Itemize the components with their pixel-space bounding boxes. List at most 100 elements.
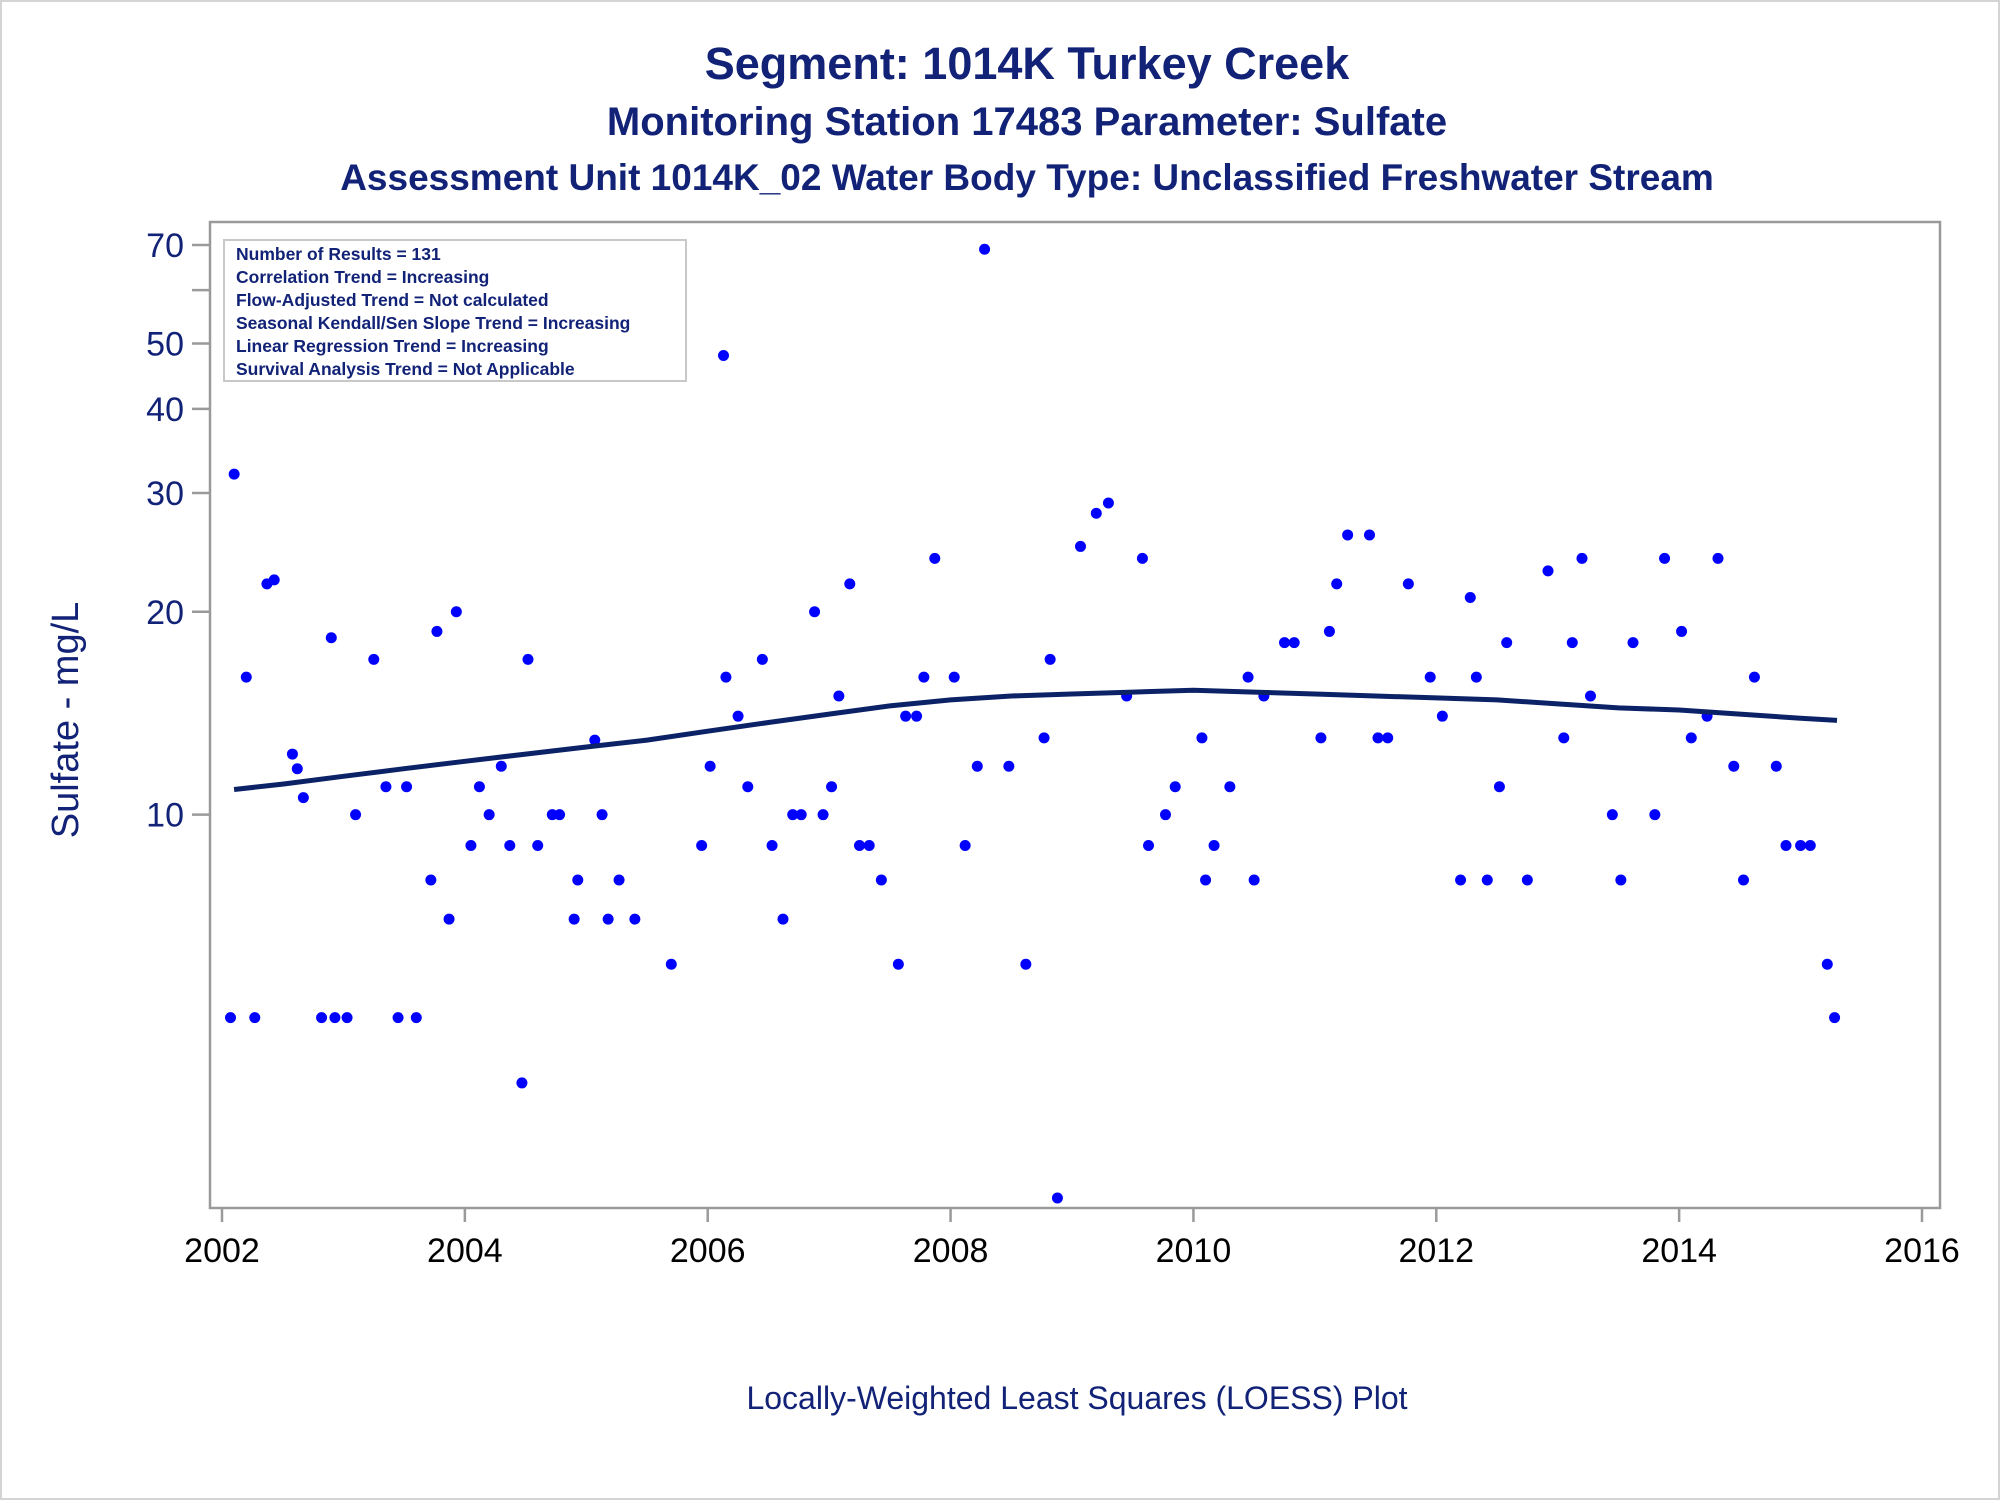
data-point	[1143, 840, 1154, 852]
data-point	[341, 1012, 353, 1024]
plot-area	[208, 220, 1942, 1210]
data-point	[854, 840, 865, 852]
data-point	[240, 671, 252, 683]
inset-line: Linear Regression Trend = Increasing	[236, 336, 549, 356]
data-point	[1685, 732, 1697, 744]
x-axis: 2002 2004 2006 2008 2010 2012 2014 2016	[184, 1208, 1960, 1270]
data-point	[425, 874, 437, 886]
inset-line: Correlation Trend = Increasing	[236, 267, 489, 287]
data-point	[532, 840, 544, 852]
data-point	[1566, 637, 1578, 649]
data-point	[911, 710, 923, 722]
data-point	[844, 578, 856, 590]
data-point	[817, 809, 829, 821]
data-point	[1481, 874, 1493, 886]
data-point	[795, 809, 807, 821]
y-tick-label: 40	[146, 391, 184, 429]
y-tick-label: 70	[146, 227, 184, 265]
data-point	[863, 840, 875, 852]
data-point	[483, 809, 495, 821]
data-point	[1464, 591, 1476, 603]
data-point	[1090, 507, 1102, 519]
data-point	[1436, 710, 1448, 722]
data-point	[1748, 671, 1760, 683]
data-point	[568, 913, 580, 925]
data-point	[613, 874, 625, 886]
data-point	[431, 625, 443, 637]
data-point	[1576, 552, 1588, 564]
x-tick-label: 2014	[1641, 1232, 1717, 1270]
data-point	[516, 1077, 528, 1089]
data-point	[380, 781, 392, 793]
data-point	[1224, 781, 1236, 793]
data-point	[959, 840, 971, 852]
data-point	[1315, 732, 1327, 744]
data-point	[602, 913, 614, 925]
data-point	[929, 552, 941, 564]
data-point	[368, 653, 380, 665]
data-points	[225, 243, 1841, 1204]
data-point	[1542, 565, 1554, 577]
data-point	[1712, 552, 1724, 564]
data-point	[1780, 840, 1792, 852]
data-point	[1728, 760, 1740, 772]
data-point	[473, 781, 485, 793]
data-point	[1402, 578, 1414, 590]
data-point	[833, 690, 845, 702]
data-point	[1051, 1192, 1063, 1204]
data-point	[875, 874, 887, 886]
data-point	[1493, 781, 1505, 793]
data-point	[1208, 840, 1220, 852]
data-point	[1659, 552, 1671, 564]
data-point	[1821, 958, 1833, 970]
x-tick-label: 2004	[427, 1232, 503, 1270]
data-point	[350, 809, 362, 821]
data-point	[971, 760, 983, 772]
x-tick-label: 2006	[670, 1232, 746, 1270]
data-point	[443, 913, 455, 925]
y-axis: 10 20 30 40 50 70	[146, 227, 210, 835]
data-point	[1606, 809, 1618, 821]
data-point	[1770, 760, 1782, 772]
inset-line: Flow-Adjusted Trend = Not calculated	[236, 290, 549, 310]
y-tick-label: 10	[146, 797, 184, 835]
data-point	[665, 958, 677, 970]
data-point	[392, 1012, 404, 1024]
data-point	[410, 1012, 422, 1024]
inset-line: Number of Results = 131	[236, 244, 441, 264]
x-tick-label: 2010	[1156, 1232, 1232, 1270]
plot-footnote: Locally-Weighted Least Squares (LOESS) P…	[746, 1380, 1408, 1416]
data-point	[892, 958, 904, 970]
chart-subtitle-2: Assessment Unit 1014K_02 Water Body Type…	[340, 157, 1714, 198]
y-tick-label: 30	[146, 475, 184, 513]
data-point	[1627, 637, 1639, 649]
stats-inset: Number of Results = 131 Correlation Trend…	[223, 239, 687, 382]
data-point	[1038, 732, 1050, 744]
data-point	[297, 792, 309, 804]
data-point	[718, 349, 729, 361]
data-point	[1331, 578, 1343, 590]
data-point	[1075, 540, 1086, 552]
data-point	[1372, 732, 1384, 744]
data-point	[316, 1012, 328, 1024]
data-point	[225, 1012, 236, 1024]
data-point	[228, 468, 240, 480]
data-point	[1501, 637, 1513, 649]
data-point	[720, 671, 732, 683]
data-point	[495, 760, 507, 772]
inset-line: Survival Analysis Trend = Not Applicable	[236, 359, 575, 379]
data-point	[1020, 958, 1032, 970]
data-point	[1200, 874, 1212, 886]
data-point	[1242, 671, 1254, 683]
data-point	[504, 840, 516, 852]
data-point	[325, 632, 337, 644]
data-point	[1829, 1012, 1841, 1024]
data-point	[629, 913, 641, 925]
data-point	[1136, 552, 1148, 564]
y-tick-label: 50	[146, 326, 184, 364]
data-point	[1279, 637, 1290, 649]
data-point	[777, 913, 789, 925]
data-point	[1738, 874, 1749, 886]
x-tick-label: 2008	[913, 1232, 989, 1270]
